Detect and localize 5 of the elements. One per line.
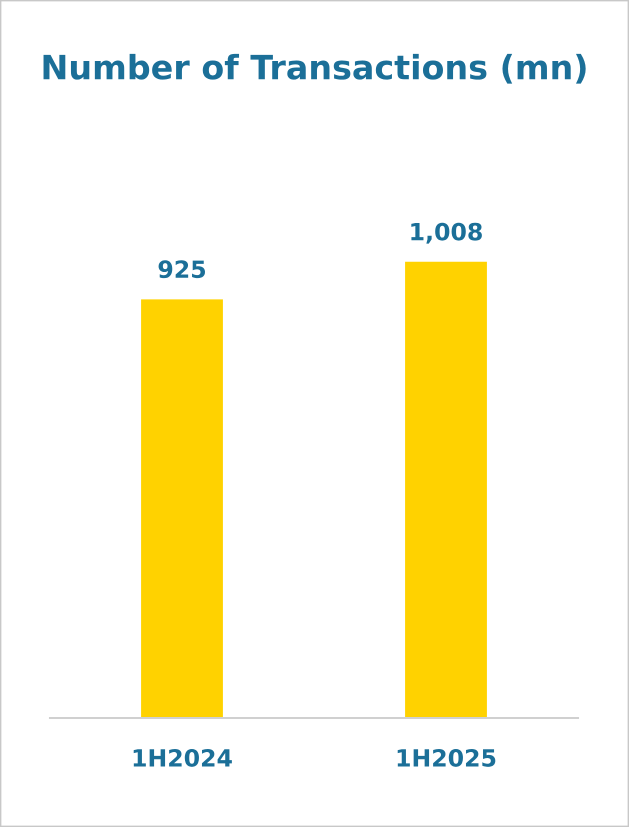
x-tick-label: 1H2024 [134, 748, 232, 767]
data-label: 1,008 [411, 222, 482, 244]
x-tick-label: 1H2025 [398, 748, 496, 767]
data-label: 925 [158, 260, 205, 278]
chart-title: Number of Transactions (mn) [44, 54, 586, 84]
